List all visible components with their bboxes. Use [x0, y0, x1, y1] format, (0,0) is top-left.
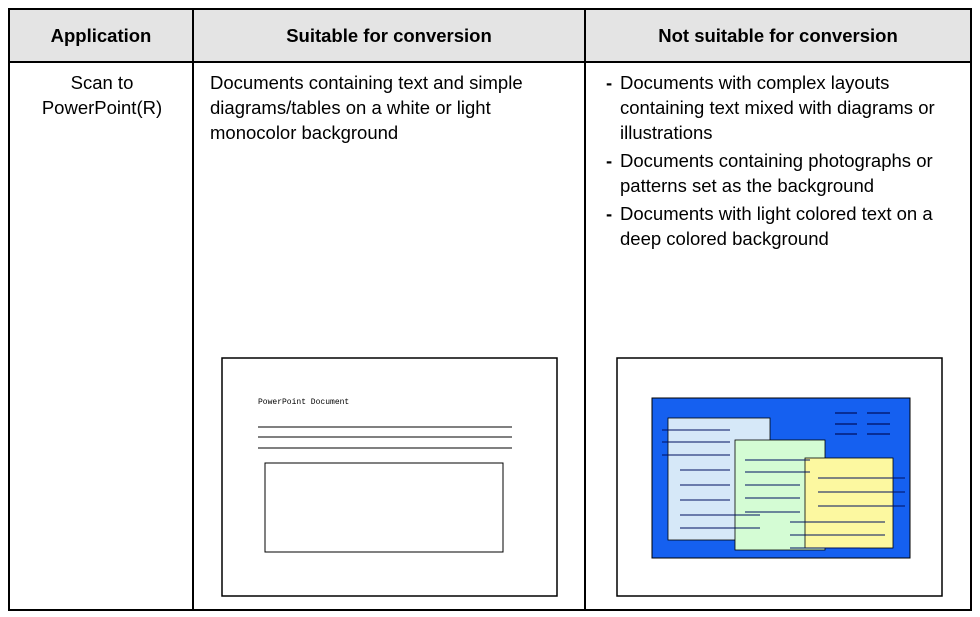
- item-text: Documents containing photographs or patt…: [620, 150, 933, 196]
- item-text: Documents with complex layouts containin…: [620, 72, 935, 143]
- list-item: - Documents with light colored text on a …: [606, 201, 951, 251]
- list-item: - Documents with complex layouts containi…: [606, 70, 951, 145]
- bullet: -: [606, 72, 613, 93]
- border: [192, 8, 194, 611]
- not-suitable-list: - Documents with complex layouts containi…: [606, 70, 951, 254]
- bullet: -: [606, 203, 613, 224]
- sample-lines: [258, 426, 512, 449]
- list-item: - Documents containing photographs or pat…: [606, 148, 951, 198]
- border: [8, 61, 972, 63]
- border: [8, 609, 972, 611]
- page-yellow: [804, 457, 894, 549]
- page-lines: [662, 429, 905, 549]
- sample-box: [264, 462, 504, 553]
- bullet: -: [606, 150, 613, 171]
- border: [584, 8, 586, 611]
- header-bg: [8, 8, 972, 62]
- header-cell: Not suitable for conversion: [658, 25, 898, 46]
- border: [8, 8, 972, 10]
- border: [8, 8, 10, 611]
- item-text: Documents with light colored text on a d…: [620, 203, 933, 249]
- sample-label: PowerPoint Document: [258, 398, 349, 407]
- border: [970, 8, 972, 611]
- sample-doc: [221, 357, 558, 597]
- header-cell: Suitable for conversion: [286, 25, 492, 46]
- suitable-text: Documents containing text and simple dia…: [210, 72, 523, 143]
- header-cell: Application: [50, 25, 152, 46]
- application: Scan to PowerPoint(R): [41, 72, 163, 118]
- bg-lines: [835, 412, 890, 435]
